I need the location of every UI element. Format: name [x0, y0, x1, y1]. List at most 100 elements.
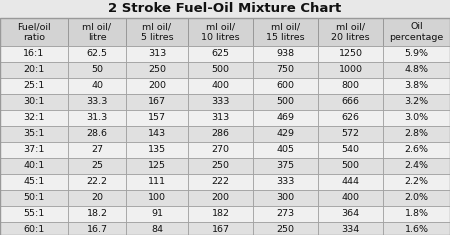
Bar [126, 174, 188, 190]
Text: 157: 157 [148, 114, 166, 122]
Text: 20:1: 20:1 [23, 66, 45, 74]
Text: 2.8%: 2.8% [405, 129, 428, 138]
Text: 5.9%: 5.9% [405, 50, 428, 59]
Text: 25: 25 [91, 161, 103, 171]
Bar [68, 78, 126, 94]
Bar [383, 62, 450, 78]
Text: 91: 91 [151, 209, 163, 219]
Bar [318, 222, 383, 235]
Text: ml oil/
10 litres: ml oil/ 10 litres [201, 22, 240, 42]
Bar [318, 46, 383, 62]
Bar [383, 78, 450, 94]
Bar [318, 190, 383, 206]
Bar [318, 18, 383, 46]
Text: 167: 167 [212, 226, 230, 235]
Text: 250: 250 [212, 161, 230, 171]
Text: 45:1: 45:1 [23, 177, 45, 187]
Text: 1250: 1250 [338, 50, 363, 59]
Text: 540: 540 [342, 145, 360, 154]
Bar [68, 158, 126, 174]
Text: 25:1: 25:1 [23, 82, 45, 90]
Text: 938: 938 [276, 50, 295, 59]
Text: Fuel/oil
ratio: Fuel/oil ratio [17, 22, 51, 42]
Bar [318, 174, 383, 190]
Text: 500: 500 [276, 98, 294, 106]
Bar [318, 110, 383, 126]
Text: 18.2: 18.2 [86, 209, 108, 219]
Text: 143: 143 [148, 129, 166, 138]
Bar [253, 222, 318, 235]
Bar [253, 174, 318, 190]
Bar [188, 18, 253, 46]
Text: 750: 750 [276, 66, 294, 74]
Text: Oil
percentage: Oil percentage [389, 22, 444, 42]
Bar [318, 94, 383, 110]
Bar [68, 190, 126, 206]
Text: 2.6%: 2.6% [405, 145, 428, 154]
Text: 200: 200 [148, 82, 166, 90]
Bar [253, 126, 318, 142]
Bar [253, 78, 318, 94]
Text: 62.5: 62.5 [86, 50, 108, 59]
Text: 111: 111 [148, 177, 166, 187]
Text: 313: 313 [148, 50, 166, 59]
Text: 500: 500 [342, 161, 360, 171]
Bar [383, 190, 450, 206]
Bar [188, 126, 253, 142]
Text: 32:1: 32:1 [23, 114, 45, 122]
Bar [68, 222, 126, 235]
Text: 400: 400 [212, 82, 230, 90]
Text: 16:1: 16:1 [23, 50, 45, 59]
Bar [68, 46, 126, 62]
Bar [318, 126, 383, 142]
Text: 1000: 1000 [338, 66, 363, 74]
Bar [0, 110, 68, 126]
Bar [188, 206, 253, 222]
Bar [126, 18, 188, 46]
Bar [0, 46, 68, 62]
Bar [0, 18, 68, 46]
Text: 40: 40 [91, 82, 103, 90]
Text: 500: 500 [212, 66, 230, 74]
Text: 333: 333 [276, 177, 295, 187]
Bar [126, 126, 188, 142]
Bar [0, 222, 68, 235]
Text: 84: 84 [151, 226, 163, 235]
Text: ml oil/
20 litres: ml oil/ 20 litres [331, 22, 370, 42]
Text: 3.8%: 3.8% [405, 82, 428, 90]
Text: 2.2%: 2.2% [405, 177, 428, 187]
Text: 200: 200 [212, 193, 230, 203]
Text: 31.3: 31.3 [86, 114, 108, 122]
Text: 182: 182 [212, 209, 230, 219]
Bar [188, 78, 253, 94]
Bar [126, 78, 188, 94]
Bar [253, 142, 318, 158]
Text: 334: 334 [342, 226, 360, 235]
Text: 33.3: 33.3 [86, 98, 108, 106]
Text: 375: 375 [276, 161, 295, 171]
Text: 2.0%: 2.0% [405, 193, 428, 203]
Text: 35:1: 35:1 [23, 129, 45, 138]
Bar [126, 46, 188, 62]
Bar [126, 206, 188, 222]
Text: ml oil/
5 litres: ml oil/ 5 litres [141, 22, 173, 42]
Text: 625: 625 [212, 50, 230, 59]
Bar [188, 62, 253, 78]
Text: 286: 286 [212, 129, 230, 138]
Bar [318, 206, 383, 222]
Text: 444: 444 [342, 177, 360, 187]
Bar [188, 158, 253, 174]
Text: 405: 405 [276, 145, 294, 154]
Bar [253, 190, 318, 206]
Bar [383, 174, 450, 190]
Bar [68, 174, 126, 190]
Bar [383, 46, 450, 62]
Text: ml oil/
litre: ml oil/ litre [82, 22, 112, 42]
Bar [126, 158, 188, 174]
Bar [383, 110, 450, 126]
Bar [383, 94, 450, 110]
Bar [188, 94, 253, 110]
Bar [383, 126, 450, 142]
Text: 1.6%: 1.6% [405, 226, 428, 235]
Bar [253, 110, 318, 126]
